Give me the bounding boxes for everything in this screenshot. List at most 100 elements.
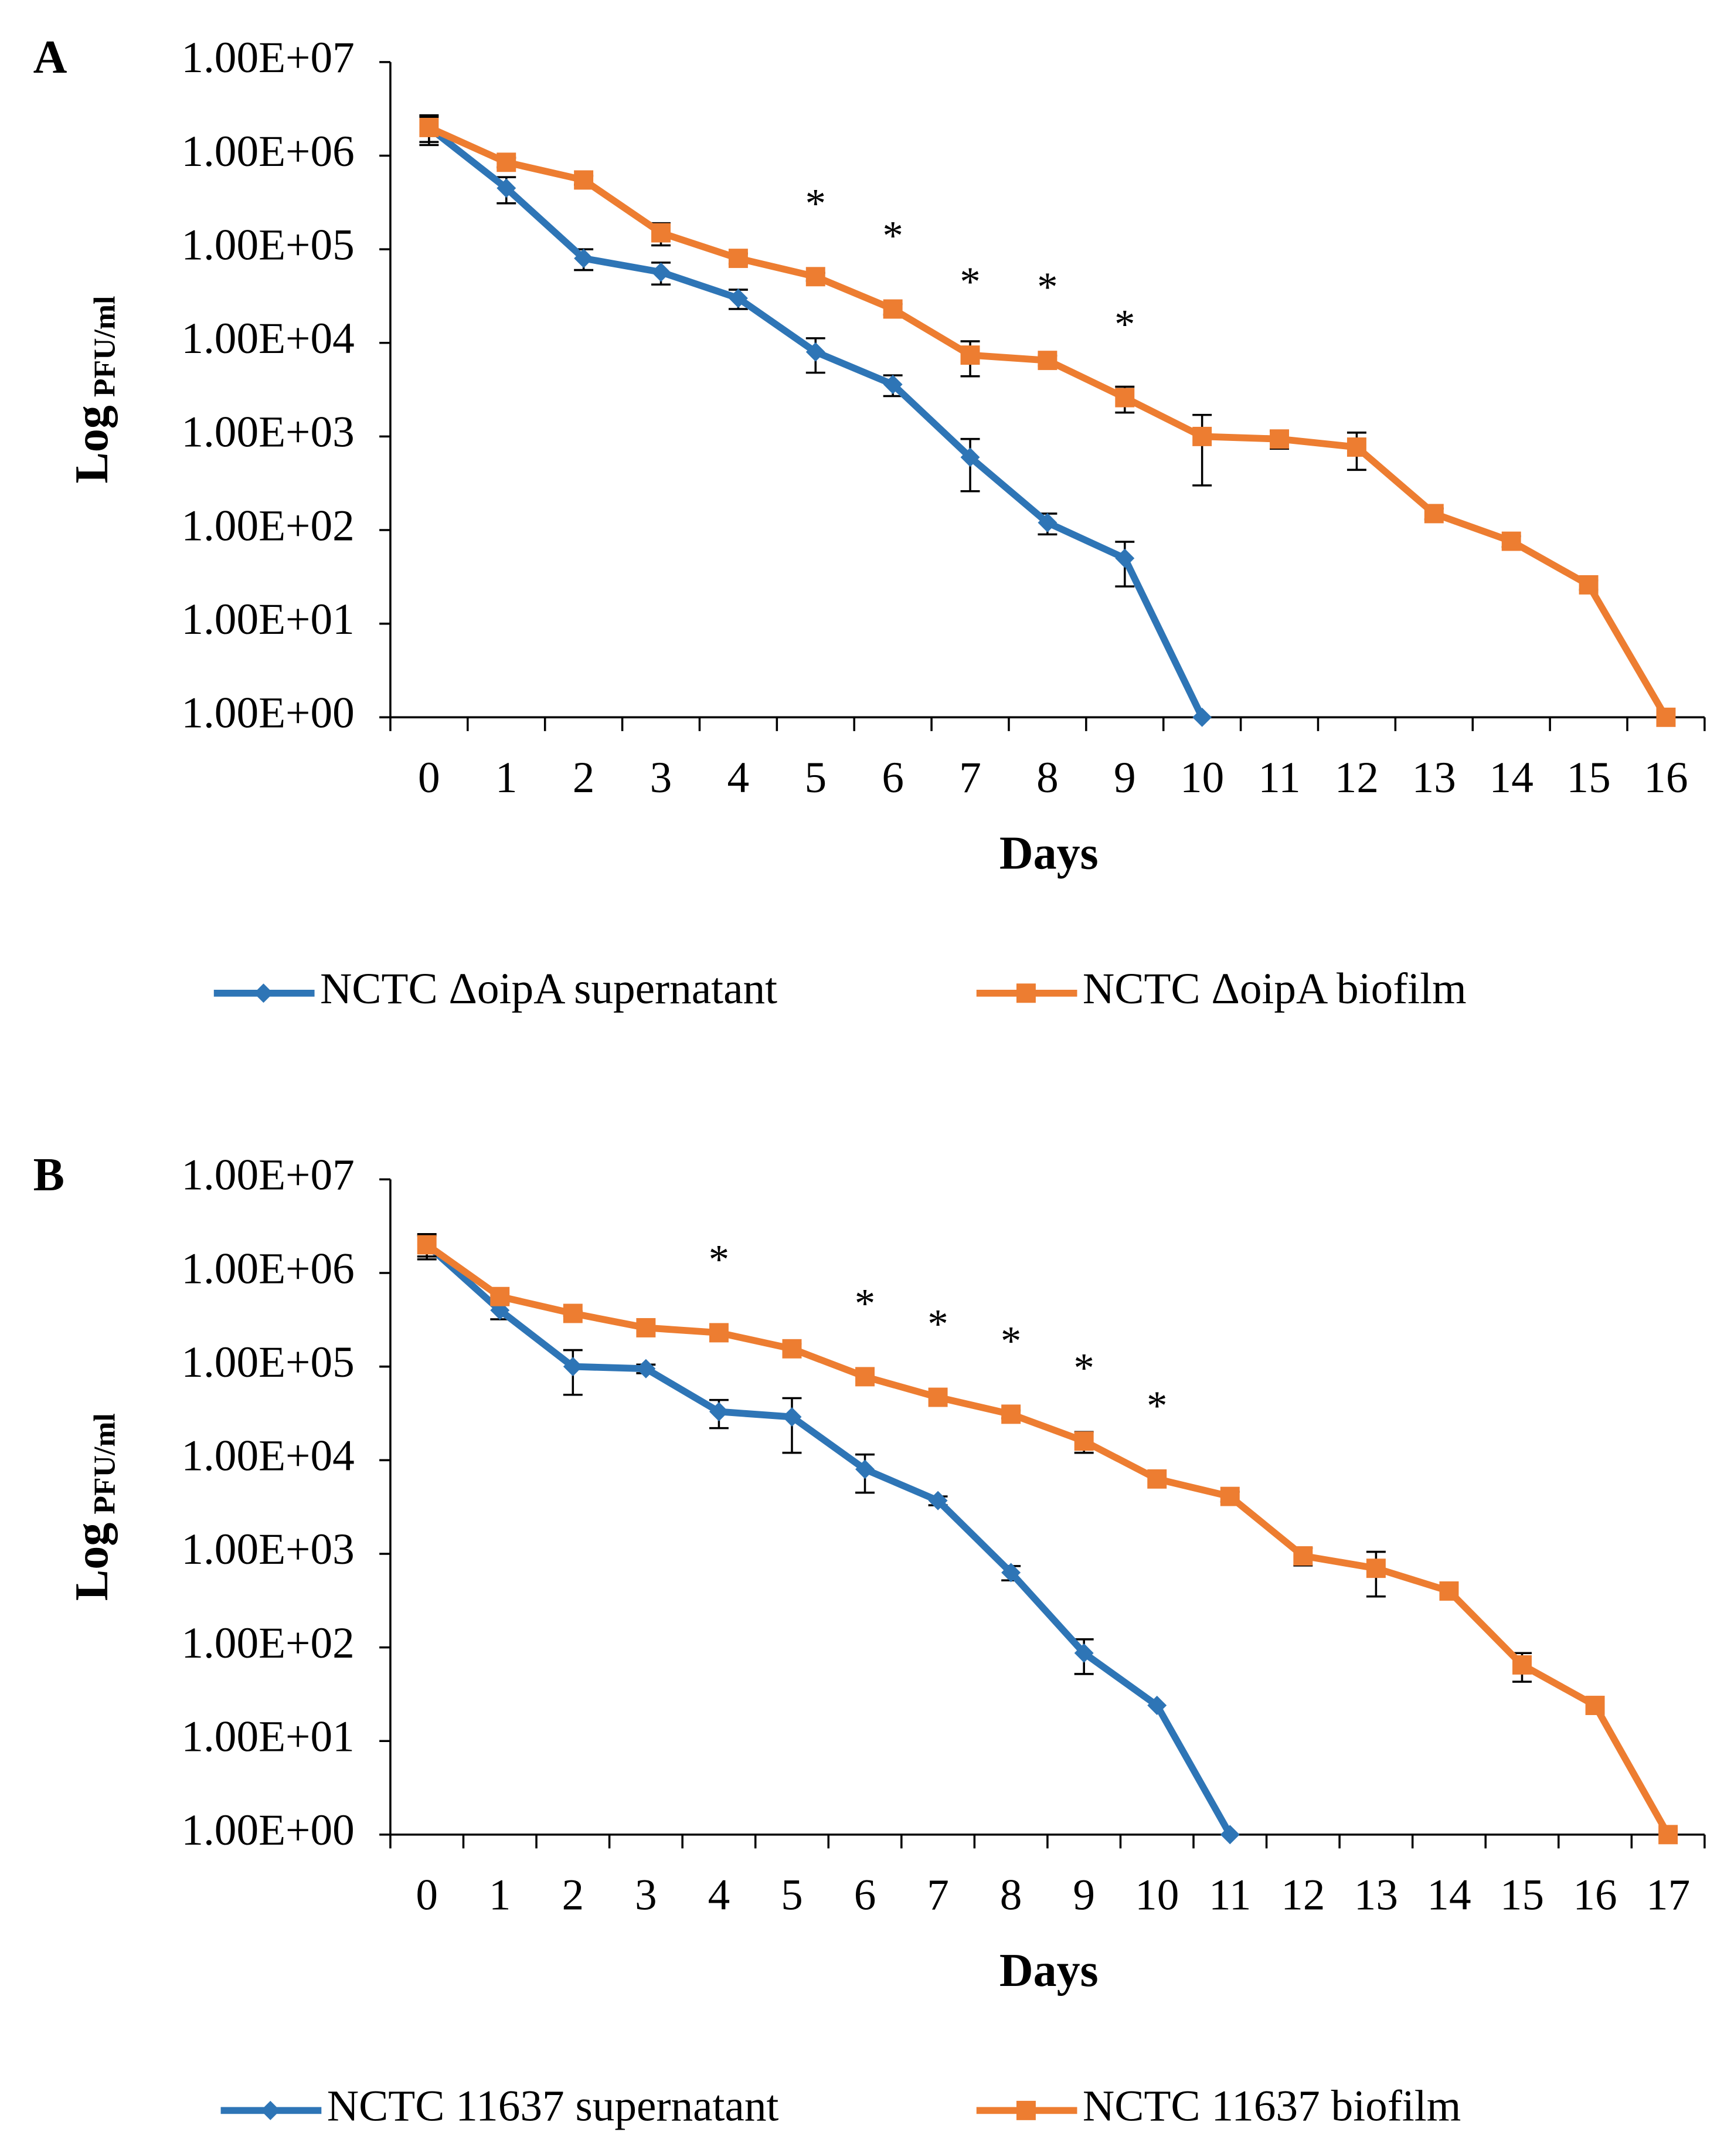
y-tick-label: 1.00E+03: [181, 1525, 354, 1574]
marker: [574, 170, 594, 190]
marker: [709, 1323, 729, 1343]
marker: [883, 299, 903, 319]
legend-label: NCTC 11637 biofilm: [1083, 2082, 1461, 2131]
x-tick-label: 15: [1566, 753, 1610, 802]
marker: [497, 152, 516, 172]
legend-label: NCTC ΔoipA supernatant: [320, 965, 777, 1013]
x-tick-label: 8: [1036, 753, 1059, 802]
marker: [1585, 1696, 1605, 1715]
marker: [651, 262, 671, 282]
marker: [563, 1303, 583, 1323]
marker: [1220, 1825, 1240, 1845]
marker: [1115, 388, 1135, 408]
significance-marker: *: [1147, 1383, 1167, 1429]
series-line: [427, 124, 1669, 719]
x-tick-label: 12: [1335, 753, 1379, 802]
x-tick-label: 2: [573, 753, 595, 802]
x-tick-label: 5: [804, 753, 827, 802]
marker: [1192, 707, 1212, 727]
y-tick-label: 1.00E+06: [181, 1244, 354, 1293]
marker: [636, 1359, 656, 1379]
marker: [1512, 1655, 1532, 1675]
marker: [1147, 1469, 1167, 1489]
significance-marker: *: [709, 1237, 729, 1282]
marker: [490, 1286, 510, 1306]
x-tick-label: 10: [1135, 1871, 1179, 1920]
y-tick-label: 1.00E+02: [181, 501, 354, 550]
x-tick-label: 0: [416, 1871, 438, 1920]
significance-marker: *: [960, 259, 980, 305]
marker: [1074, 1431, 1094, 1451]
marker: [563, 1357, 583, 1377]
marker: [1656, 707, 1676, 727]
y-tick-label: 1.00E+07: [181, 33, 354, 82]
y-tick-label: 1.00E+00: [181, 689, 354, 738]
x-axis-label: Days: [999, 828, 1099, 880]
y-tick-label: 1.00E+01: [181, 595, 354, 644]
marker: [782, 1407, 802, 1427]
x-tick-label: 15: [1500, 1871, 1544, 1920]
x-tick-label: 13: [1412, 753, 1456, 802]
y-axis-label: Log PFU/ml: [66, 296, 121, 484]
x-axis-label: Days: [999, 1945, 1099, 1997]
marker: [1001, 1404, 1021, 1424]
x-tick-label: 8: [1000, 1871, 1022, 1920]
marker: [1366, 1559, 1386, 1578]
series-line: [424, 1242, 1671, 1836]
marker: [1501, 531, 1521, 551]
marker: [960, 345, 980, 365]
significance-marker: *: [805, 181, 826, 226]
y-tick-label: 1.00E+04: [181, 1432, 354, 1481]
x-tick-label: 9: [1114, 753, 1136, 802]
significance-marker: *: [1037, 264, 1057, 310]
significance-marker: *: [927, 1302, 948, 1347]
marker: [1293, 1546, 1313, 1566]
x-tick-label: 2: [562, 1871, 584, 1920]
y-tick-label: 1.00E+00: [181, 1806, 354, 1855]
marker: [928, 1490, 948, 1510]
x-tick-label: 7: [959, 753, 981, 802]
x-tick-label: 4: [727, 753, 750, 802]
marker: [574, 249, 594, 269]
y-axis-label-sub: PFU/ml: [89, 296, 122, 397]
panel-label: A: [33, 32, 67, 83]
series-line: [424, 1242, 1233, 1836]
y-tick-label: 1.00E+06: [181, 127, 354, 176]
y-tick-label: 1.00E+03: [181, 408, 354, 457]
significance-marker: *: [1114, 302, 1135, 348]
x-tick-label: 1: [495, 753, 518, 802]
x-tick-label: 14: [1427, 1871, 1471, 1920]
marker: [1346, 437, 1366, 457]
y-tick-label: 1.00E+07: [181, 1151, 354, 1200]
y-tick-label: 1.00E+05: [181, 220, 354, 269]
legend-label: NCTC ΔoipA biofilm: [1083, 965, 1467, 1013]
marker: [1074, 1643, 1094, 1663]
marker: [709, 1402, 729, 1422]
marker: [855, 1459, 875, 1479]
x-tick-label: 5: [781, 1871, 803, 1920]
marker: [419, 117, 439, 137]
marker: [260, 2100, 280, 2120]
marker: [883, 375, 903, 395]
marker: [1115, 548, 1135, 568]
marker: [1192, 426, 1212, 446]
marker: [1439, 1581, 1459, 1601]
marker: [805, 267, 825, 287]
x-tick-label: 3: [650, 753, 672, 802]
marker: [497, 178, 516, 198]
marker: [928, 1387, 948, 1407]
significance-marker: *: [883, 213, 903, 259]
x-tick-label: 6: [882, 753, 904, 802]
marker: [636, 1318, 656, 1337]
y-axis-label-main: Log: [66, 1523, 118, 1601]
panel-label: B: [33, 1149, 64, 1201]
marker: [1424, 504, 1444, 524]
y-axis-label: Log PFU/ml: [66, 1413, 121, 1601]
marker: [1220, 1486, 1240, 1506]
x-tick-label: 9: [1073, 1871, 1095, 1920]
x-tick-label: 6: [854, 1871, 876, 1920]
x-tick-label: 11: [1209, 1871, 1251, 1920]
marker: [855, 1367, 875, 1387]
marker: [1001, 1563, 1021, 1583]
